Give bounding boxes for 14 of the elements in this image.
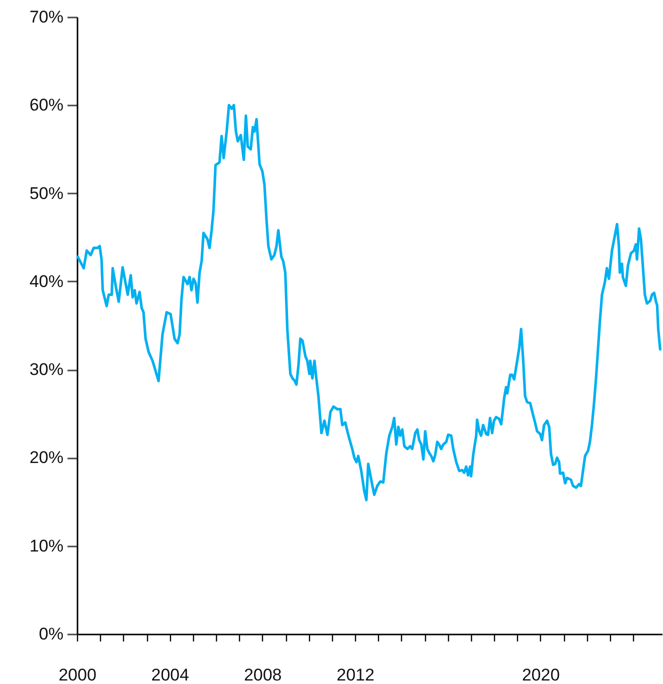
y-tick-label: 60% (29, 96, 64, 115)
x-tick-label: 2020 (522, 666, 560, 684)
x-tick-label: 2012 (336, 666, 374, 684)
y-tick-label: 0% (38, 624, 64, 644)
y-tick-label: 30% (29, 360, 64, 380)
y-tick-label: 50% (29, 184, 64, 203)
x-tick-label: 2004 (151, 666, 190, 684)
line-series (76, 104, 662, 502)
y-tick-label: 40% (29, 272, 64, 291)
y-tick-label: 20% (29, 448, 64, 468)
x-tick-label: 2008 (244, 666, 282, 684)
y-tick-label: 10% (29, 536, 64, 556)
x-tick-label: 2000 (58, 666, 96, 684)
y-tick-label: 70% (29, 8, 64, 26)
